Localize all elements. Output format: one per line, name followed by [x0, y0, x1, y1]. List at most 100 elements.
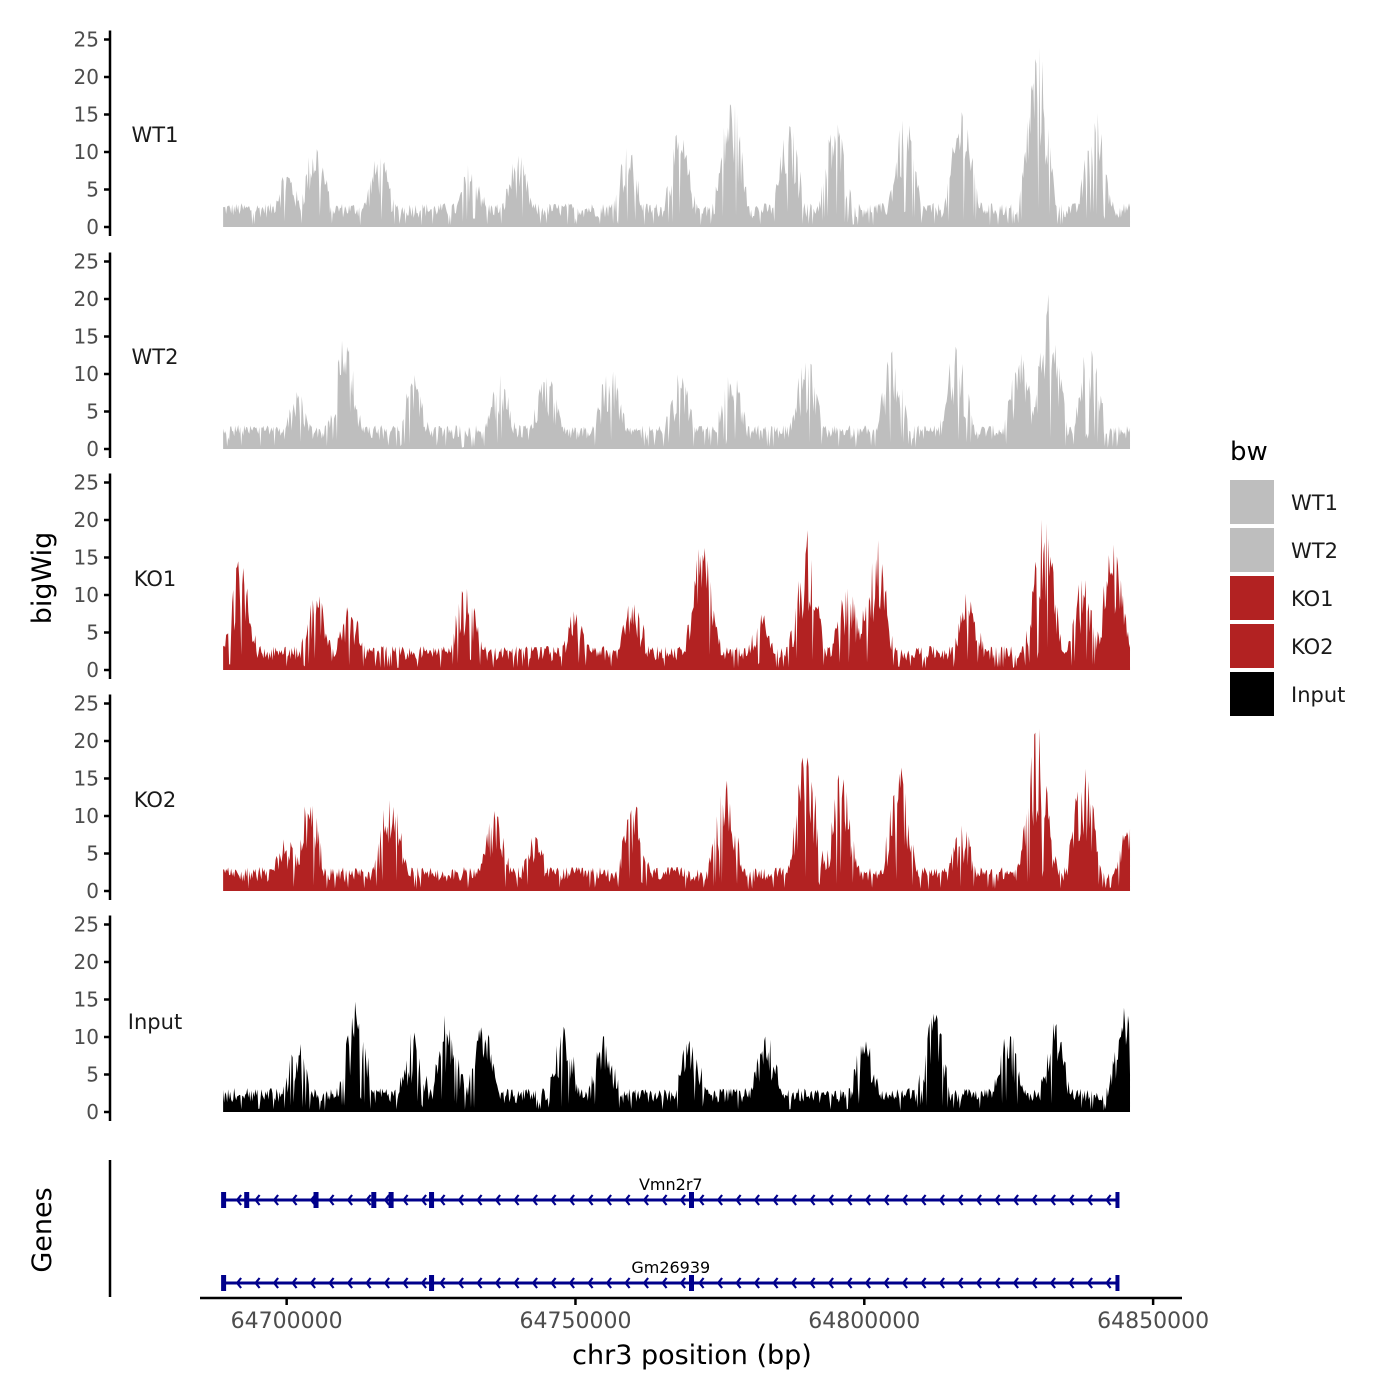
y-tick-label: 20 — [74, 65, 99, 89]
strand-arrow — [624, 1277, 631, 1289]
strand-arrow — [291, 1277, 298, 1289]
y-tick-label: 10 — [74, 140, 99, 164]
y-tick-label: 0 — [86, 658, 99, 682]
x-axis-title: chr3 position (bp) — [572, 1340, 812, 1371]
strand-arrow — [1012, 1277, 1019, 1289]
y-tick-label: 25 — [74, 28, 99, 52]
track-label: WT1 — [132, 123, 179, 147]
strand-arrow — [254, 1277, 261, 1289]
gene-track-title: Genes — [27, 1187, 58, 1272]
strand-arrow — [568, 1194, 575, 1206]
track-input: 0 5 10 15 20 25 Input — [74, 913, 1131, 1124]
strand-arrow — [420, 1277, 427, 1289]
strand-arrow — [420, 1194, 427, 1206]
y-tick-label: 5 — [86, 400, 99, 424]
strand-arrow — [383, 1194, 390, 1206]
strand-arrow — [698, 1277, 705, 1289]
y-tick-label: 25 — [74, 692, 99, 716]
legend-label-wt2: WT2 — [1291, 539, 1338, 563]
exon — [429, 1192, 435, 1208]
y-tick-label: 10 — [74, 362, 99, 386]
track-ko1: 0 5 10 15 20 25 KO1 — [74, 471, 1131, 682]
strand-arrow — [846, 1194, 853, 1206]
gene-label: Vmn2r7 — [639, 1175, 703, 1194]
y-tick-label: 25 — [74, 471, 99, 495]
signal-area-ko1 — [223, 519, 1131, 670]
exon — [689, 1192, 694, 1208]
strand-arrow — [439, 1277, 446, 1289]
gene-end — [1115, 1275, 1120, 1291]
exon — [388, 1192, 394, 1208]
strand-arrow — [457, 1194, 464, 1206]
strand-arrow — [772, 1277, 779, 1289]
strand-arrow — [365, 1194, 372, 1206]
legend: bw WT1 WT2 KO1 KO2 Input — [1230, 437, 1345, 716]
strand-arrow — [309, 1277, 316, 1289]
strand-arrow — [679, 1277, 686, 1289]
exon — [313, 1192, 319, 1208]
strand-arrow — [642, 1194, 649, 1206]
strand-arrow — [235, 1194, 242, 1206]
strand-arrow — [864, 1194, 871, 1206]
strand-arrow — [494, 1277, 501, 1289]
y-tick-label: 0 — [86, 1100, 99, 1124]
signal-tracks: 0510152025WT10510152025WT20510152025KO10… — [74, 28, 1131, 1124]
strand-arrow — [975, 1194, 982, 1206]
strand-arrow — [846, 1277, 853, 1289]
exon — [371, 1192, 377, 1208]
strand-arrow — [1049, 1277, 1056, 1289]
strand-arrow — [790, 1277, 797, 1289]
track-wt1: 0 5 10 15 20 25 WT1 — [74, 28, 1131, 239]
y-tick-label: 10 — [74, 804, 99, 828]
exon — [429, 1275, 435, 1291]
strand-arrow — [383, 1277, 390, 1289]
legend-label-input: Input — [1291, 683, 1345, 707]
strand-arrow — [1068, 1277, 1075, 1289]
strand-arrow — [938, 1194, 945, 1206]
strand-arrow — [920, 1277, 927, 1289]
strand-arrow — [605, 1277, 612, 1289]
y-tick-label: 20 — [74, 950, 99, 974]
strand-arrow — [1105, 1277, 1112, 1289]
y-tick-label: 10 — [74, 1025, 99, 1049]
strand-arrow — [994, 1194, 1001, 1206]
exon — [221, 1275, 227, 1291]
x-tick-label: 64850000 — [1097, 1309, 1209, 1334]
strand-arrow — [457, 1277, 464, 1289]
y-tick-label: 10 — [74, 583, 99, 607]
legend-label-wt1: WT1 — [1291, 491, 1338, 515]
strand-arrow — [476, 1194, 483, 1206]
gene-gm26939: Gm26939 — [221, 1258, 1120, 1291]
x-tick-label: 64700000 — [231, 1309, 343, 1334]
strand-arrow — [365, 1277, 372, 1289]
strand-arrow — [328, 1277, 335, 1289]
strand-arrow — [1086, 1194, 1093, 1206]
y-tick-label: 5 — [86, 621, 99, 645]
legend-swatch-wt1 — [1230, 480, 1274, 524]
strand-arrow — [328, 1194, 335, 1206]
strand-arrow — [624, 1194, 631, 1206]
track-label: WT2 — [132, 345, 179, 369]
strand-arrow — [587, 1277, 594, 1289]
y-tick-label: 15 — [74, 325, 99, 349]
strand-arrow — [235, 1277, 242, 1289]
strand-arrow — [920, 1194, 927, 1206]
track-ko2: 0 5 10 15 20 25 KO2 — [74, 692, 1131, 903]
y-tick-label: 0 — [86, 437, 99, 461]
legend-swatch-wt2 — [1230, 528, 1274, 572]
strand-arrow — [1086, 1277, 1093, 1289]
strand-arrow — [605, 1194, 612, 1206]
strand-arrow — [402, 1277, 409, 1289]
strand-arrow — [531, 1277, 538, 1289]
legend-label-ko2: KO2 — [1291, 635, 1334, 659]
exon — [221, 1192, 227, 1208]
y-tick-label: 20 — [74, 287, 99, 311]
strand-arrow — [735, 1194, 742, 1206]
gene-end — [1115, 1192, 1120, 1208]
strand-arrow — [346, 1194, 353, 1206]
exon — [244, 1192, 250, 1208]
strand-arrow — [439, 1194, 446, 1206]
strand-arrow — [679, 1194, 686, 1206]
legend-label-ko1: KO1 — [1291, 587, 1334, 611]
strand-arrow — [568, 1277, 575, 1289]
